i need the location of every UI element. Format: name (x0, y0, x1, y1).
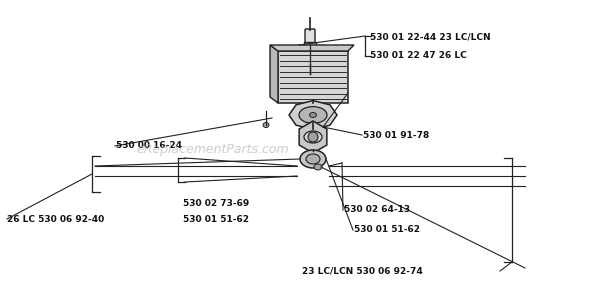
Text: 530 01 91-78: 530 01 91-78 (363, 131, 430, 140)
Polygon shape (278, 51, 348, 103)
Text: 26 LC 530 06 92-40: 26 LC 530 06 92-40 (7, 215, 104, 224)
Text: 530 00 16-24: 530 00 16-24 (116, 142, 182, 150)
Polygon shape (289, 101, 337, 129)
Polygon shape (299, 121, 327, 153)
Text: 530 02 73-69: 530 02 73-69 (183, 198, 249, 207)
Ellipse shape (306, 154, 320, 164)
Text: 530 01 22-44 23 LC/LCN: 530 01 22-44 23 LC/LCN (370, 32, 491, 41)
Ellipse shape (299, 107, 327, 123)
Ellipse shape (304, 131, 322, 143)
Polygon shape (270, 45, 354, 51)
Ellipse shape (314, 164, 322, 170)
FancyBboxPatch shape (304, 42, 316, 54)
Text: 530 01 51-62: 530 01 51-62 (354, 226, 420, 235)
Text: 530 02 64-13: 530 02 64-13 (344, 206, 410, 215)
Text: 530 01 22 47 26 LC: 530 01 22 47 26 LC (370, 52, 467, 60)
Ellipse shape (300, 150, 326, 168)
Polygon shape (270, 45, 278, 103)
Text: 530 01 51-62: 530 01 51-62 (183, 215, 249, 224)
Ellipse shape (263, 122, 269, 128)
Text: eReplacementParts.com: eReplacementParts.com (136, 142, 289, 156)
FancyBboxPatch shape (306, 54, 313, 64)
FancyBboxPatch shape (305, 29, 315, 43)
Ellipse shape (310, 113, 316, 117)
Text: 23 LC/LCN 530 06 92-74: 23 LC/LCN 530 06 92-74 (302, 266, 423, 275)
Circle shape (308, 132, 318, 142)
Text: eReplacementParts.com: eReplacementParts.com (136, 142, 289, 156)
